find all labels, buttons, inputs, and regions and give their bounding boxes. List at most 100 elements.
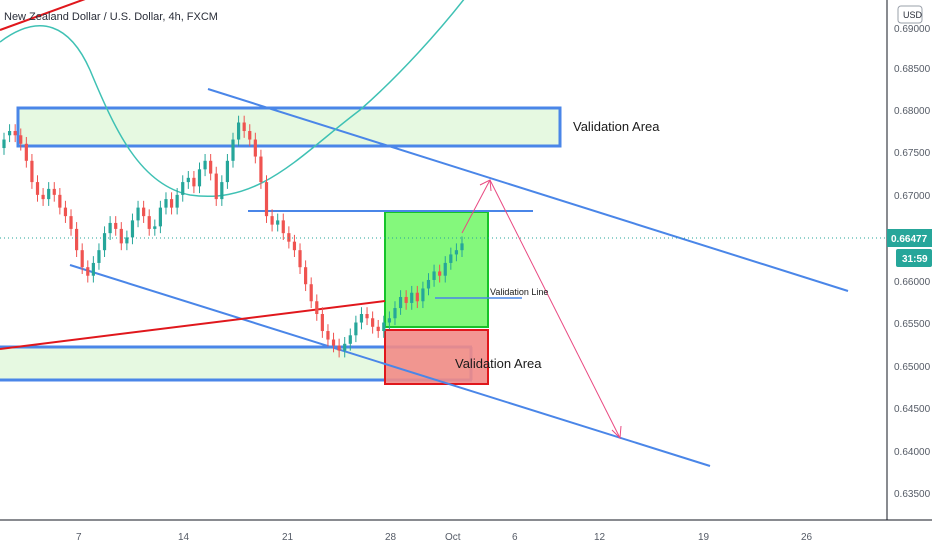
red-support-line[interactable] <box>0 300 386 350</box>
candle-body <box>276 220 280 225</box>
candle-body <box>19 135 23 144</box>
time-tick: 12 <box>594 532 606 543</box>
candle-body <box>175 194 179 208</box>
candle-body <box>119 228 123 244</box>
candle-body <box>259 156 263 183</box>
candle-body <box>153 226 157 229</box>
candlestick-series <box>2 115 464 358</box>
time-tick: 14 <box>178 532 190 543</box>
price-tick: 0.64500 <box>894 404 931 415</box>
price-tick: 0.65500 <box>894 319 931 330</box>
currency-badge[interactable]: USD <box>897 5 923 24</box>
price-tick: 0.69000 <box>894 24 931 35</box>
candle-body <box>337 345 341 351</box>
candle-body <box>304 267 308 285</box>
candle-body <box>242 122 246 132</box>
candle-body <box>326 331 330 340</box>
candle-body <box>393 308 397 319</box>
red-top-left-line[interactable] <box>0 0 88 31</box>
candle-body <box>35 182 40 195</box>
cycle-curve[interactable] <box>0 0 465 197</box>
candle-body <box>343 343 347 351</box>
candle-body <box>359 314 364 323</box>
svg-text:USD: USD <box>903 10 923 20</box>
price-tick: 0.65000 <box>894 362 931 373</box>
candle-body <box>169 199 174 208</box>
candle-body <box>248 131 252 140</box>
candle-body <box>292 241 297 251</box>
candle-body <box>2 139 6 149</box>
candle-body <box>426 279 431 289</box>
candle-body <box>443 262 447 276</box>
candle-body <box>460 243 464 251</box>
candle-body <box>80 250 84 268</box>
candle-body <box>136 207 140 221</box>
candle-body <box>192 177 196 187</box>
candle-body <box>197 169 202 187</box>
candle-body <box>354 322 358 336</box>
candle-body <box>421 288 425 302</box>
candle-body <box>142 207 146 217</box>
descending-channel-bottom-line[interactable] <box>69 264 711 467</box>
candle-body <box>164 199 168 208</box>
current-price-badge: 0.66477 <box>887 229 932 247</box>
price-tick: 0.63500 <box>894 489 931 500</box>
price-tick: 0.66000 <box>894 277 931 288</box>
candle-body <box>398 296 403 309</box>
candle-body <box>41 194 45 200</box>
candle-body <box>270 216 274 225</box>
candle-body <box>214 173 218 200</box>
candle-body <box>225 160 230 183</box>
time-tick: 26 <box>801 532 813 543</box>
candle-body <box>382 322 386 332</box>
validation-line-label: Validation Line <box>490 287 548 297</box>
time-axis-labels: 7 14 21 28 Oct 6 12 19 26 <box>76 532 813 543</box>
candle-body <box>13 131 17 136</box>
price-axis-ticks: 0.69000 0.68500 0.68000 0.67500 0.67000 … <box>894 24 931 500</box>
candle-body <box>281 220 285 234</box>
price-tick: 0.68500 <box>894 64 931 75</box>
price-tick: 0.64000 <box>894 447 931 458</box>
candle-body <box>91 262 95 276</box>
long-stop-box[interactable] <box>384 329 489 385</box>
candle-body <box>158 207 162 227</box>
candle-body <box>315 301 319 315</box>
candle-body <box>130 220 135 238</box>
time-tick: Oct <box>445 532 461 543</box>
candle-body <box>125 237 129 244</box>
price-tick: 0.67500 <box>894 148 931 159</box>
time-tick: 6 <box>512 532 518 543</box>
candle-body <box>387 318 391 323</box>
time-axis[interactable] <box>0 520 887 550</box>
candle-body <box>108 222 112 234</box>
symbol-title: New Zealand Dollar / U.S. Dollar, 4h, FX… <box>4 11 218 23</box>
upper-zone-label: Validation Area <box>573 119 660 134</box>
bar-countdown-badge: 31:59 <box>896 249 932 267</box>
candle-body <box>320 314 324 332</box>
candle-body <box>97 250 101 263</box>
time-tick: 7 <box>76 532 82 543</box>
candle-body <box>24 143 28 161</box>
price-tick: 0.68000 <box>894 106 931 117</box>
candle-body <box>236 122 241 140</box>
candle-body <box>181 182 185 195</box>
time-tick: 28 <box>385 532 397 543</box>
candle-body <box>30 160 34 183</box>
candle-body <box>220 182 224 200</box>
svg-text:31:59: 31:59 <box>902 254 928 265</box>
price-tick: 0.67000 <box>894 191 931 202</box>
descending-channel-top-line[interactable] <box>207 88 849 292</box>
candle-body <box>331 339 336 346</box>
lower-zone-label: Validation Area <box>455 356 542 371</box>
candle-body <box>209 160 213 174</box>
candle-body <box>376 326 380 332</box>
candle-body <box>147 216 151 229</box>
candle-body <box>69 216 73 229</box>
forecast-arrow[interactable] <box>461 179 622 440</box>
settings-corner[interactable] <box>888 521 932 550</box>
long-target-box[interactable] <box>384 211 489 328</box>
candle-body <box>371 318 375 327</box>
candle-body <box>86 267 90 276</box>
candle-body <box>203 160 207 170</box>
